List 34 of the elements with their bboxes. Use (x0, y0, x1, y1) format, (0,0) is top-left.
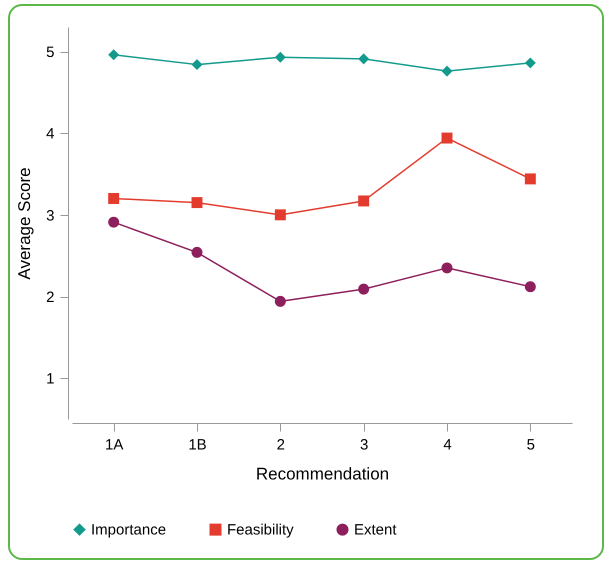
y-tick-label: 1 (46, 370, 54, 388)
x-tick-label: 3 (360, 436, 368, 454)
point (192, 197, 202, 208)
point (192, 246, 202, 258)
legend-label: Extent (354, 522, 398, 539)
x-tick-label: 5 (526, 436, 536, 454)
y-tick-label: 2 (46, 289, 54, 306)
point (524, 281, 536, 292)
point (524, 57, 536, 68)
x-tick-label: 1B (188, 436, 207, 454)
point (274, 296, 286, 307)
point (442, 66, 452, 77)
point (442, 262, 452, 274)
point (274, 52, 286, 63)
legend-label: Importance (91, 522, 166, 539)
y-axis-title: Average Score (15, 167, 34, 280)
point (442, 132, 452, 144)
point (274, 209, 286, 220)
x-tick-label: 2 (276, 436, 286, 454)
y-tick-label: 4 (46, 126, 54, 143)
point (108, 193, 120, 204)
y-tick-label: 3 (46, 207, 54, 224)
point (358, 195, 370, 206)
x-axis-title: Recommendation (256, 464, 390, 484)
point (358, 284, 370, 295)
x-tick-label: 1A (104, 436, 124, 454)
point (108, 216, 120, 228)
point (358, 53, 370, 64)
y-tick-label: 5 (46, 44, 54, 61)
point (108, 49, 120, 60)
legend-label: Feasibility (227, 522, 294, 539)
point (192, 59, 202, 70)
x-tick-label: 4 (443, 436, 452, 454)
point (524, 173, 536, 184)
